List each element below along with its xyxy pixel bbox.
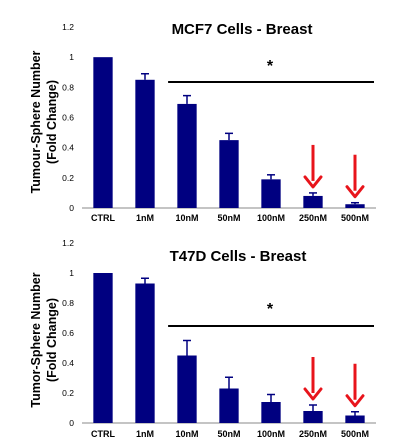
x-tick-label: CTRL xyxy=(91,429,115,439)
y-tick-label: 0.8 xyxy=(62,298,74,308)
x-tick-label: 10nM xyxy=(175,213,198,223)
y-tick-label: 0.6 xyxy=(62,328,74,338)
arrow-500nM-head xyxy=(345,394,365,408)
significance-marker: * xyxy=(267,58,274,75)
bar-CTRL xyxy=(93,273,113,423)
bar-500nM xyxy=(345,415,365,423)
chart-title: MCF7 Cells - Breast xyxy=(172,21,313,38)
bar-10nM xyxy=(177,355,197,423)
y-tick-label: 1.2 xyxy=(62,238,74,248)
bar-250nM xyxy=(303,411,323,423)
x-tick-label: 100nM xyxy=(257,213,285,223)
bar-10nM xyxy=(177,103,197,208)
chart-title: T47D Cells - Breast xyxy=(170,248,307,265)
y-tick-label: 0.4 xyxy=(62,143,74,153)
y-tick-label: 0 xyxy=(69,418,74,428)
y-tick-label: 1 xyxy=(69,268,74,278)
y-tick-label: 0.2 xyxy=(62,173,74,183)
bar-100nM xyxy=(261,179,281,208)
x-tick-label: 500nM xyxy=(341,429,369,439)
arrow-500nM-head xyxy=(345,185,365,199)
x-tick-label: CTRL xyxy=(91,213,115,223)
chart-mcf7: MCF7 Cells - Breast Tumour-Sphere Number… xyxy=(29,21,376,223)
x-tick-label: 100nM xyxy=(257,429,285,439)
y-tick-label: 0.2 xyxy=(62,388,74,398)
x-tick-label: 500nM xyxy=(341,213,369,223)
bar-500nM xyxy=(345,204,365,208)
x-tick-label: 50nM xyxy=(217,429,240,439)
y-tick-label: 0.4 xyxy=(62,358,74,368)
y-tick-label: 1.2 xyxy=(62,22,74,32)
x-tick-label: 1nM xyxy=(136,429,154,439)
y-axis-label-unit: (Fold Change) xyxy=(45,80,59,164)
bar-CTRL xyxy=(93,57,113,208)
x-tick-label: 250nM xyxy=(299,213,327,223)
significance-marker: * xyxy=(267,301,274,318)
bar-50nM xyxy=(219,140,239,208)
arrow-250nM-head xyxy=(303,175,323,189)
y-tick-label: 0.6 xyxy=(62,113,74,123)
y-tick-label: 0.8 xyxy=(62,82,74,92)
bar-50nM xyxy=(219,388,239,423)
x-tick-label: 50nM xyxy=(217,213,240,223)
bar-1nM xyxy=(135,79,155,209)
y-axis-label-unit: (Fold Change) xyxy=(45,298,59,382)
bar-250nM xyxy=(303,195,323,208)
y-axis-label: Tumor-Sphere Number xyxy=(29,272,43,407)
chart-t47d: T47D Cells - Breast Tumor-Sphere Number … xyxy=(29,238,376,439)
x-tick-label: 250nM xyxy=(299,429,327,439)
bar-100nM xyxy=(261,402,281,423)
x-tick-label: 10nM xyxy=(175,429,198,439)
y-tick-label: 1 xyxy=(69,52,74,62)
y-tick-label: 0 xyxy=(69,203,74,213)
x-tick-label: 1nM xyxy=(136,213,154,223)
y-axis-label: Tumour-Sphere Number xyxy=(29,50,43,193)
arrow-250nM-head xyxy=(303,387,323,401)
bar-1nM xyxy=(135,283,155,423)
